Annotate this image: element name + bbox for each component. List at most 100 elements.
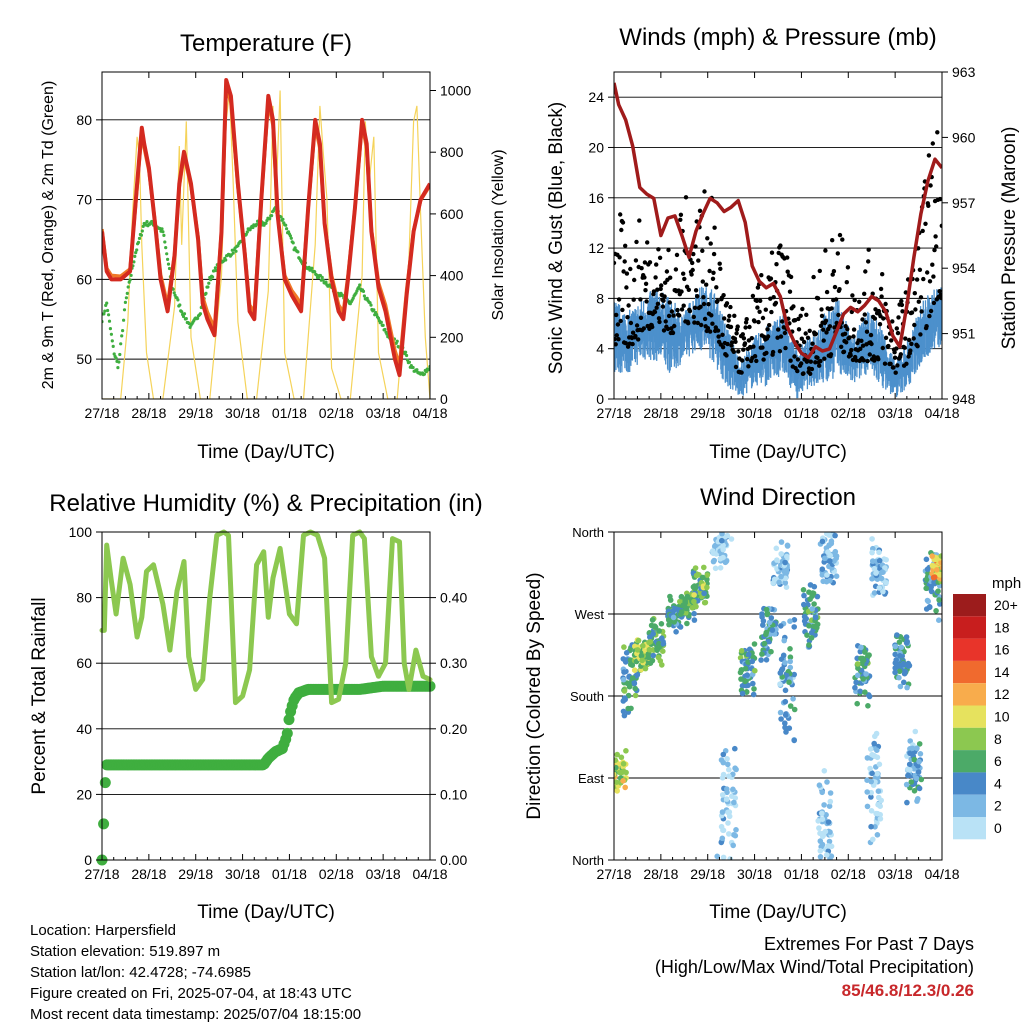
dewpoint-point — [310, 266, 314, 270]
direction-point — [632, 685, 638, 692]
gust-point — [858, 346, 863, 351]
humidity-y2tick-label: 0.30 — [440, 655, 467, 671]
gust-point — [852, 297, 857, 303]
dewpoint-point — [207, 281, 211, 285]
direction-point — [854, 672, 861, 679]
gust-point — [670, 330, 676, 336]
dewpoint-point — [122, 308, 127, 312]
speed-legend-swatch — [953, 750, 986, 773]
direction-point — [629, 675, 636, 681]
direction-point — [944, 562, 950, 568]
speed-legend-swatch — [953, 638, 986, 661]
dewpoint-point — [209, 278, 213, 282]
gust-point — [661, 328, 667, 333]
direction-point — [874, 747, 880, 753]
gust-point — [633, 333, 638, 339]
speed-legend: 20+ 18 16 14 12 10 8 6 4 2 0 — [953, 594, 1018, 840]
gust-point — [880, 272, 885, 277]
direction-point — [934, 567, 940, 573]
gust-point — [752, 354, 758, 359]
direction-point — [915, 763, 921, 769]
direction-point — [871, 740, 877, 747]
gust-point — [657, 255, 663, 260]
gust-point — [932, 247, 937, 253]
gust-point — [776, 327, 781, 332]
gust-point — [923, 221, 928, 226]
dewpoint-point — [105, 301, 109, 305]
direction-point — [681, 603, 688, 610]
humidity-ytick-label: 100 — [69, 524, 93, 540]
speed-legend-label: 8 — [994, 731, 1002, 747]
gust-point — [853, 354, 858, 360]
gust-point — [733, 364, 739, 370]
gust-point — [822, 356, 827, 361]
gust-point — [744, 317, 749, 322]
gust-point — [727, 313, 732, 319]
gust-point — [841, 349, 847, 354]
gust-point — [865, 358, 870, 364]
direction-point — [933, 608, 939, 614]
direction-point — [874, 810, 881, 817]
direction-point — [766, 619, 773, 626]
direction-point — [923, 585, 929, 592]
gust-point — [696, 258, 701, 263]
gust-point — [618, 318, 623, 324]
winds-xtick-label: 28/18 — [643, 405, 678, 421]
direction-point — [660, 641, 667, 647]
direction-point — [868, 778, 874, 785]
gust-point — [845, 327, 850, 332]
direction-point — [906, 761, 913, 768]
direction-point — [865, 703, 871, 709]
gust-point — [701, 301, 707, 307]
direction-point — [801, 592, 807, 599]
direction-point — [726, 773, 732, 779]
gust-point — [889, 338, 894, 343]
dewpoint-point — [307, 265, 311, 269]
direction-point — [907, 767, 913, 773]
gust-point — [693, 288, 699, 293]
gust-point — [736, 349, 741, 354]
direction-point — [824, 572, 830, 578]
gust-point — [779, 319, 785, 324]
gust-point — [891, 365, 896, 370]
direction-point — [714, 853, 720, 860]
dewpoint-point — [368, 301, 372, 305]
gust-point — [768, 296, 773, 301]
dewpoint-point — [361, 289, 366, 293]
direction-point — [691, 583, 698, 589]
winds-y2tick-label: 948 — [952, 391, 976, 407]
gust-point — [617, 255, 622, 260]
gust-point — [909, 310, 915, 315]
dewpoint-point — [251, 225, 255, 230]
extremes-values: 85/46.8/12.3/0.26 — [841, 981, 974, 1000]
gust-point — [805, 335, 811, 340]
gust-point — [795, 357, 801, 362]
gust-point — [872, 316, 878, 321]
gust-point — [755, 285, 761, 290]
gust-point — [915, 344, 920, 349]
direction-point — [944, 564, 950, 570]
winds-series-group — [614, 82, 942, 399]
direction-point — [936, 617, 942, 623]
gust-point — [695, 294, 700, 299]
direction-point — [883, 579, 889, 586]
direction-point — [722, 559, 729, 566]
gust-point — [927, 279, 933, 284]
winds-y2tick-label: 951 — [952, 326, 976, 342]
dewpoint-point — [122, 318, 126, 322]
gust-point — [701, 295, 706, 300]
direction-point — [855, 665, 861, 671]
gust-point — [876, 357, 881, 362]
gust-point — [741, 347, 746, 352]
direction-point — [935, 588, 941, 594]
direction-xtick-label: 04/18 — [924, 866, 959, 882]
direction-point — [782, 575, 789, 582]
direction-point — [876, 549, 882, 556]
direction-ytick-label: West — [575, 607, 605, 622]
direction-point — [923, 556, 930, 563]
gust-point — [845, 265, 851, 270]
direction-point — [745, 651, 752, 658]
dewpoint-point — [270, 214, 274, 218]
gust-point — [769, 250, 775, 255]
temperature-ylabel-right: Solar Insolation (Yellow) — [490, 149, 507, 320]
